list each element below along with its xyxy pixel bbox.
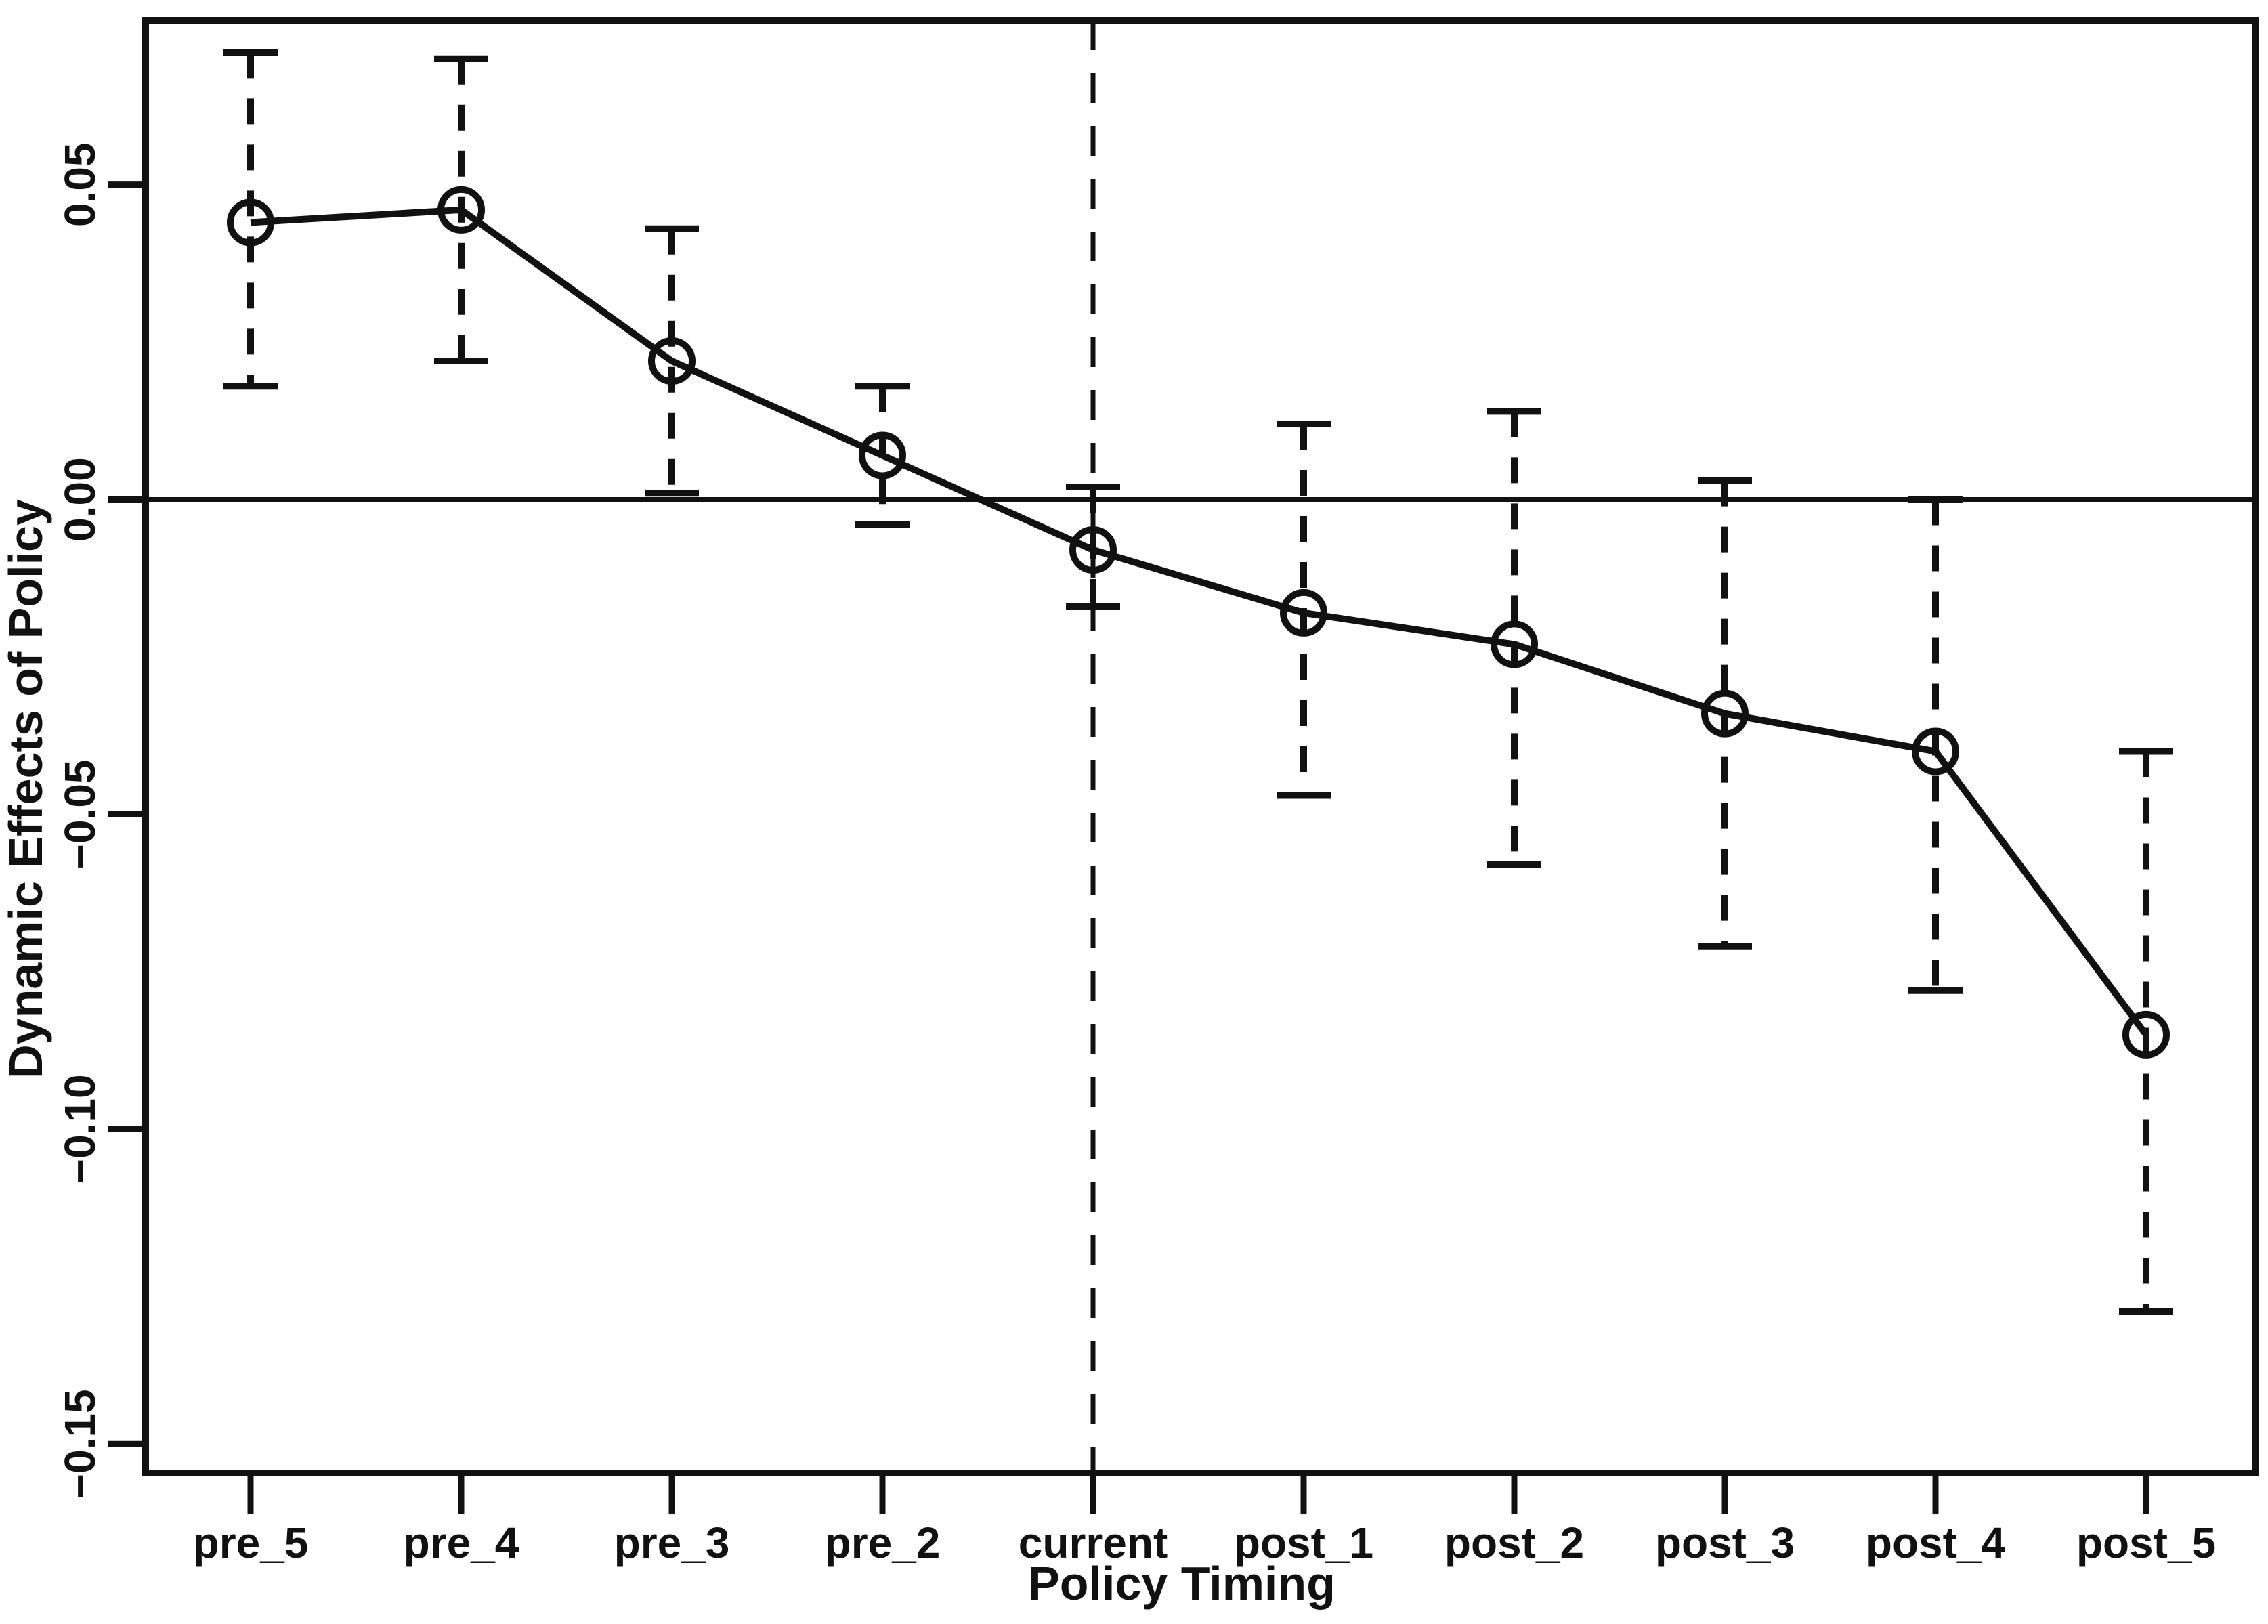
y-tick-label-−0.15: −0.15 <box>56 1389 104 1499</box>
data-point-pre_4 <box>437 186 485 234</box>
x-tick-label-pre_2: pre_2 <box>825 1518 941 1567</box>
data-point-post_3 <box>1701 689 1749 738</box>
data-point-current <box>1069 526 1117 574</box>
x-tick-label-post_5: post_5 <box>2076 1518 2216 1567</box>
x-tick-label-post_3: post_3 <box>1655 1518 1795 1567</box>
x-tick-label-pre_4: pre_4 <box>404 1518 519 1567</box>
x-tick-label-current: current <box>1019 1518 1168 1567</box>
x-tick-label-pre_5: pre_5 <box>193 1518 309 1567</box>
x-axis-title: Policy Timing <box>1028 1557 1335 1610</box>
data-point-post_2 <box>1491 620 1538 668</box>
x-tick-label-post_2: post_2 <box>1445 1518 1584 1567</box>
data-point-pre_5 <box>227 198 274 247</box>
data-point-pre_2 <box>859 431 906 479</box>
data-point-post_1 <box>1280 589 1327 637</box>
y-tick-label-−0.10: −0.10 <box>56 1074 104 1184</box>
x-tick-label-pre_3: pre_3 <box>614 1518 730 1567</box>
data-point-post_5 <box>2122 1010 2170 1059</box>
y-axis-title: Dynamic Effects of Policy <box>0 499 52 1079</box>
plot-border <box>142 17 2259 1476</box>
data-point-pre_3 <box>648 337 696 385</box>
y-tick-label-0.00: 0.00 <box>56 457 104 542</box>
series-line <box>250 206 2149 1037</box>
y-tick-label-0.05: 0.05 <box>56 142 104 227</box>
y-tick-label-−0.05: −0.05 <box>56 759 104 869</box>
plot-area: pre_5 pre_4 pre_3 pre_2 current post_1 post_2 p… <box>56 17 2259 1567</box>
data-point-post_4 <box>1912 727 1959 775</box>
x-tick-label-post_4: post_4 <box>1866 1518 2006 1567</box>
x-tick-label-post_1: post_1 <box>1234 1518 1373 1567</box>
